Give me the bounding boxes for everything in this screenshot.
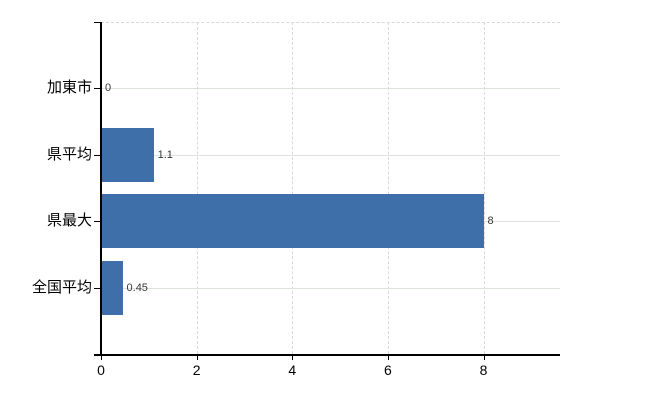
x-tick-label: 0 bbox=[97, 362, 105, 378]
category-label: 県平均 bbox=[46, 145, 92, 163]
x-axis-tick bbox=[292, 354, 294, 360]
horizontal-gridline bbox=[101, 88, 560, 90]
vertical-gridline bbox=[292, 22, 294, 354]
y-axis-top-tick bbox=[94, 22, 101, 23]
value-label: 0 bbox=[105, 82, 112, 95]
value-label: 1.1 bbox=[157, 148, 173, 161]
value-label: 8 bbox=[487, 215, 494, 228]
category-label: 県最大 bbox=[46, 212, 92, 230]
category-label: 全国平均 bbox=[31, 278, 92, 296]
y-axis-tick bbox=[94, 88, 101, 90]
x-axis-tick bbox=[387, 354, 389, 360]
y-axis-line bbox=[100, 22, 102, 354]
value-label: 0.45 bbox=[126, 281, 148, 294]
bar bbox=[102, 194, 484, 249]
vertical-gridline bbox=[387, 22, 389, 354]
y-axis-tick bbox=[94, 221, 101, 223]
horizontal-gridline bbox=[101, 154, 560, 156]
y-axis-tick bbox=[94, 154, 101, 156]
x-tick-label: 8 bbox=[479, 362, 488, 378]
plot-top-border bbox=[101, 22, 560, 23]
vertical-gridline bbox=[196, 22, 198, 354]
x-axis-tick bbox=[101, 354, 102, 360]
vertical-gridline bbox=[483, 22, 485, 354]
horizontal-gridline bbox=[101, 287, 560, 289]
y-axis-tick bbox=[94, 287, 101, 289]
bar bbox=[102, 127, 154, 182]
x-tick-label: 4 bbox=[288, 362, 297, 378]
bar bbox=[102, 260, 123, 315]
x-axis-tick bbox=[483, 354, 485, 360]
x-axis-tick bbox=[196, 354, 198, 360]
x-tick-label: 6 bbox=[383, 362, 392, 378]
x-axis-line bbox=[94, 354, 560, 356]
category-label: 加東市 bbox=[46, 79, 92, 97]
x-tick-label: 2 bbox=[192, 362, 201, 378]
